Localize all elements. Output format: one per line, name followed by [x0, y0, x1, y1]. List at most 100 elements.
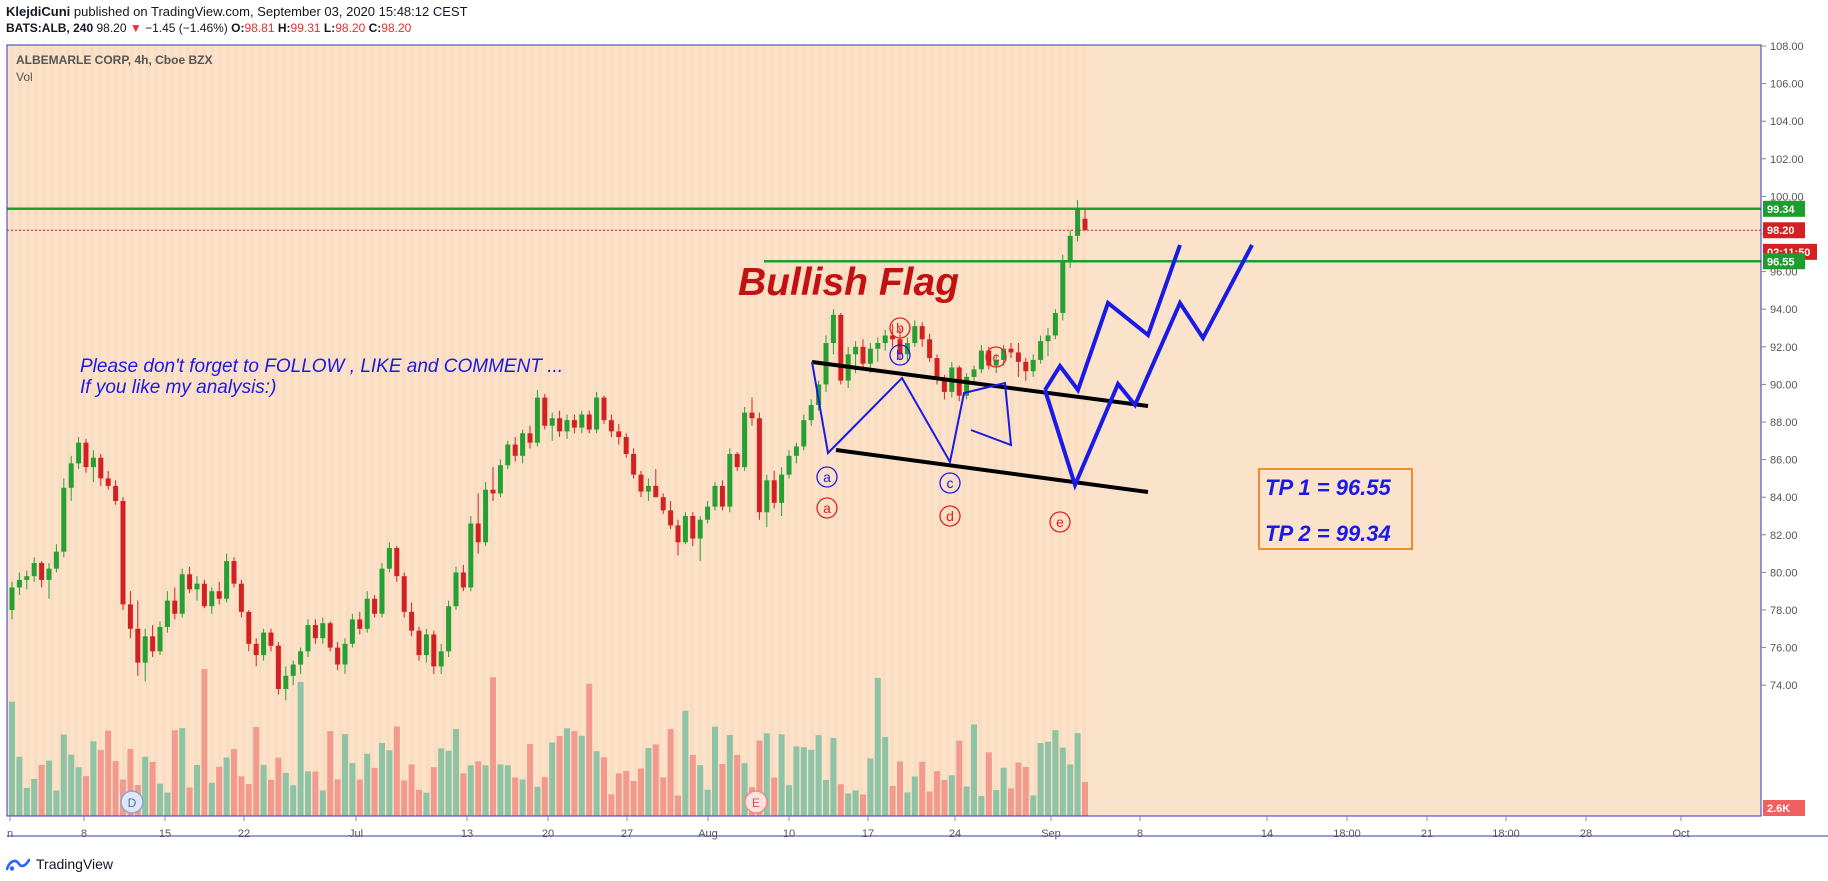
candle-body — [1075, 209, 1081, 236]
stripe — [946, 45, 950, 816]
volume-bar — [593, 751, 600, 816]
stripe — [450, 45, 454, 816]
stripe — [386, 45, 390, 816]
svg-text:e: e — [1056, 514, 1064, 530]
candle-body — [275, 645, 281, 689]
y-tick-label: 94.00 — [1770, 304, 1798, 316]
volume-bar — [941, 779, 948, 816]
svg-text:a: a — [823, 500, 831, 516]
candle-body — [194, 583, 200, 590]
symbol-label[interactable]: BATS:ALB, 240 — [6, 21, 94, 35]
stripe — [730, 45, 734, 816]
stripe — [90, 45, 94, 816]
stripe — [882, 45, 886, 816]
volume-bar — [719, 764, 726, 816]
bullish-flag-label[interactable]: Bullish Flag — [738, 261, 959, 304]
earnings-marker[interactable]: E — [744, 790, 768, 814]
x-tick-label: 27 — [621, 828, 633, 840]
stripe — [554, 45, 558, 816]
candle-body — [335, 647, 341, 665]
candle-body — [364, 598, 370, 629]
stripe — [1002, 45, 1006, 816]
candle-body — [505, 444, 511, 466]
volume-bar — [800, 747, 807, 816]
time-axis[interactable]: n 8 15 22 Jul 13 20 27 Aug 10 17 24 Sep 8 14 18:00 21 18:… — [7, 816, 1690, 840]
x-tick-label: 13 — [461, 828, 473, 840]
volume-bar — [1037, 743, 1044, 816]
flag-lower-trendline[interactable] — [835, 448, 1149, 494]
stripe — [26, 45, 30, 816]
stripe — [74, 45, 78, 816]
volume-bar — [149, 761, 156, 816]
stripe — [242, 45, 246, 816]
tp-box[interactable]: TP 1 = 96.55 TP 2 = 99.34 — [1258, 468, 1413, 550]
stripe — [842, 45, 846, 816]
candle-body — [24, 576, 30, 580]
stripe — [506, 45, 510, 816]
close-label: C: — [368, 21, 382, 35]
candle-body — [349, 619, 355, 644]
projection-path-1[interactable] — [1043, 244, 1182, 395]
stripe — [322, 45, 326, 816]
candle-body — [549, 418, 555, 426]
candle-body — [601, 397, 607, 421]
candle-body — [675, 525, 681, 543]
footer-brand[interactable]: TradingView — [6, 852, 113, 876]
wave-zigzag[interactable] — [811, 361, 1013, 465]
volume-bar — [23, 787, 30, 816]
volume-bar — [948, 775, 955, 816]
price-axis[interactable]: 108.00106.00104.00102.00100.0098.0096.00… — [1761, 41, 1804, 692]
volume-bar — [171, 730, 178, 816]
candle-body — [1082, 218, 1088, 231]
y-tick-label: 76.00 — [1770, 643, 1798, 655]
volume-bar — [852, 790, 859, 816]
volume-bar — [971, 724, 977, 816]
candle-body — [697, 519, 703, 539]
dividend-marker[interactable]: D — [120, 790, 144, 814]
candle-body — [927, 339, 933, 359]
y-tick-label: 78.00 — [1770, 605, 1798, 617]
volume-bar — [1067, 764, 1074, 816]
follow-note-line2[interactable]: If you like my analysis:) — [80, 377, 276, 398]
stripe — [442, 45, 446, 816]
svg-text:b: b — [896, 347, 904, 363]
candle-body — [660, 497, 666, 511]
pane-title[interactable]: ALBEMARLE CORP, 4h, Cboe BZX — [16, 53, 212, 67]
volume-bar — [1074, 733, 1081, 816]
stripe — [618, 45, 622, 816]
wave-label-red: d — [939, 505, 961, 527]
candle-body — [298, 651, 304, 665]
candle-body — [682, 516, 688, 543]
volume-indicator-label[interactable]: Vol — [16, 70, 33, 84]
candle-body — [1052, 312, 1058, 336]
volume-bar — [179, 728, 186, 816]
volume-bar — [978, 795, 985, 816]
stripe — [106, 45, 110, 816]
author-name[interactable]: KlejdiCuni — [6, 4, 71, 19]
volume-bar — [889, 785, 896, 816]
volume-bar — [815, 735, 822, 816]
candle-body — [320, 623, 326, 639]
stripe — [170, 45, 174, 816]
stripe — [770, 45, 774, 816]
stripe — [762, 45, 766, 816]
tp1-label: TP 1 = 96.55 — [1265, 475, 1392, 500]
stripe — [866, 45, 870, 816]
candle-body — [527, 433, 533, 443]
stripe — [1018, 45, 1022, 816]
stripe — [634, 45, 638, 816]
stripe — [898, 45, 902, 816]
symbol-legend: BATS:ALB, 240 98.20 ▼ −1.45 (−1.46%) O:9… — [6, 21, 411, 36]
candle-body — [808, 405, 814, 421]
flag-upper-trendline[interactable] — [811, 360, 1149, 408]
wave-label-blue: c — [939, 472, 961, 494]
candle-body — [853, 346, 859, 355]
stripe — [186, 45, 190, 816]
follow-note-line1[interactable]: Please don't forget to FOLLOW , LIKE and… — [80, 356, 563, 377]
projection-path-2[interactable] — [1043, 244, 1254, 491]
volume-bar — [201, 669, 208, 816]
candle-body — [105, 478, 111, 486]
volume-bar — [985, 752, 992, 816]
candle-body — [113, 485, 119, 501]
